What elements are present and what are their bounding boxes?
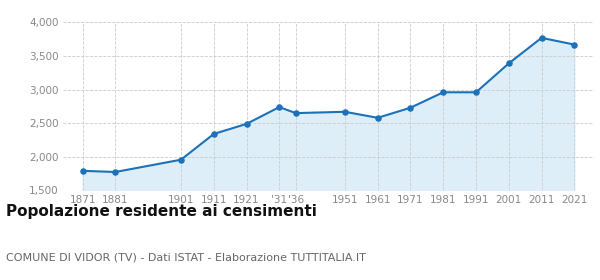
Point (110, 170, 120, 174)
Point (242, 122, 251, 126)
Point (340, 109, 350, 114)
Text: COMUNE DI VIDOR (TV) - Dati ISTAT - Elaborazione TUTTITALIA.IT: COMUNE DI VIDOR (TV) - Dati ISTAT - Elab… (6, 252, 366, 262)
Point (569, 42, 579, 47)
Point (78, 169, 88, 173)
Point (275, 105, 284, 109)
Point (209, 132, 218, 136)
Point (373, 116, 382, 120)
Point (537, 36, 547, 40)
Text: Popolazione residente ai censimenti: Popolazione residente ai censimenti (6, 204, 317, 220)
Point (291, 111, 301, 115)
Point (504, 61, 514, 66)
Point (471, 90, 481, 95)
Point (439, 90, 448, 95)
Point (406, 106, 415, 110)
Point (176, 157, 186, 162)
